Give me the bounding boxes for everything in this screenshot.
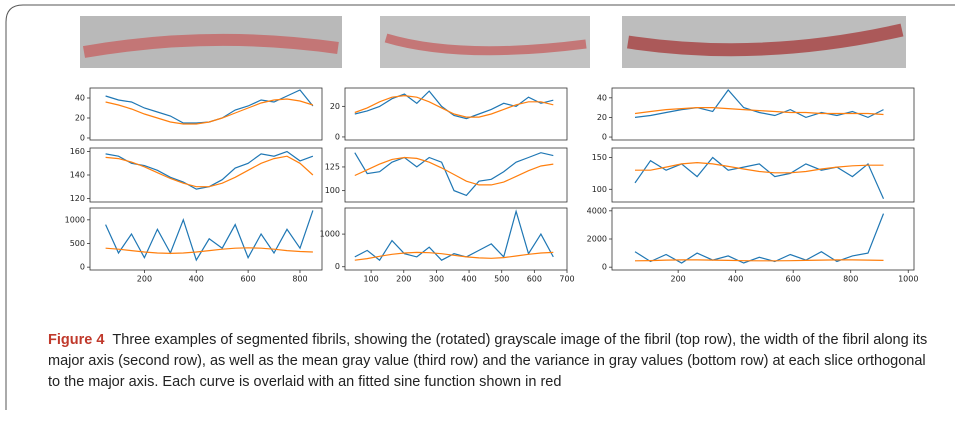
y-tick-label: 100 (325, 186, 340, 195)
axes-frame (611, 147, 915, 203)
caption-label: Figure 4 (48, 332, 105, 348)
x-tick-label: 300 (429, 275, 444, 284)
series-line (105, 247, 313, 255)
series-line (354, 209, 554, 262)
x-tick-label: 500 (494, 275, 509, 284)
axes-frame (344, 147, 568, 203)
y-tick-label: 0 (602, 133, 607, 142)
y-tick-label: 0 (80, 134, 85, 143)
y-tick-label: 0 (602, 263, 607, 272)
series-line (105, 155, 314, 188)
axes-frame (89, 87, 323, 141)
series-line (634, 89, 884, 119)
axes-frame (344, 207, 568, 271)
y-tick-label: 100 (592, 185, 607, 194)
y-tick-label: 20 (597, 113, 607, 122)
x-tick-label: 600 (240, 275, 255, 284)
fibril-image (380, 16, 590, 68)
frame (5, 4, 955, 410)
y-tick-label: 140 (70, 171, 85, 180)
series-line (354, 156, 554, 186)
y-tick-label: 160 (70, 147, 85, 156)
y-tick-label: 40 (597, 93, 607, 102)
caption-text: Three examples of segmented fibrils, sho… (48, 332, 928, 390)
x-tick-label: 400 (461, 275, 476, 284)
y-tick-label: 0 (335, 262, 340, 271)
series-line (354, 94, 554, 118)
series-line (354, 251, 554, 261)
y-tick-label: 1000 (65, 215, 85, 224)
axes-frame (611, 87, 915, 141)
x-tick-label: 200 (396, 275, 411, 284)
x-tick-label: 400 (728, 275, 743, 284)
axes-frame (89, 207, 323, 271)
x-tick-label: 100 (363, 275, 378, 284)
y-tick-label: 150 (592, 153, 607, 162)
y-tick-label: 2000 (587, 235, 607, 244)
y-tick-label: 500 (70, 239, 85, 248)
series-line (634, 107, 884, 116)
series-line (634, 259, 884, 262)
x-tick-label: 1000 (898, 275, 918, 284)
x-tick-label: 800 (843, 275, 858, 284)
series-line (634, 156, 885, 200)
x-tick-label: 600 (786, 275, 801, 284)
y-tick-label: 40 (75, 94, 85, 103)
series-line (634, 213, 885, 264)
fibril-image (80, 16, 342, 68)
series-line (105, 89, 314, 124)
x-tick-label: 200 (671, 275, 686, 284)
y-tick-label: 20 (330, 102, 340, 111)
x-tick-label: 200 (137, 275, 152, 284)
x-tick-label: 400 (189, 275, 204, 284)
fibril-image (622, 16, 906, 68)
series-line (354, 152, 554, 197)
series-line (105, 98, 314, 125)
x-tick-label: 800 (292, 275, 307, 284)
y-tick-label: 4000 (587, 206, 607, 215)
y-tick-label: 0 (335, 132, 340, 141)
caption: Figure 4 Three examples of segmented fibr… (48, 330, 928, 393)
axes-frame (344, 87, 568, 141)
y-tick-label: 0 (80, 263, 85, 272)
x-tick-label: 700 (559, 275, 574, 284)
y-tick-label: 20 (75, 114, 85, 123)
y-tick-label: 125 (325, 162, 340, 171)
x-tick-label: 600 (527, 275, 542, 284)
series-line (635, 161, 884, 174)
y-tick-label: 1000 (320, 230, 340, 239)
series-line (105, 210, 314, 262)
y-tick-label: 120 (70, 194, 85, 203)
